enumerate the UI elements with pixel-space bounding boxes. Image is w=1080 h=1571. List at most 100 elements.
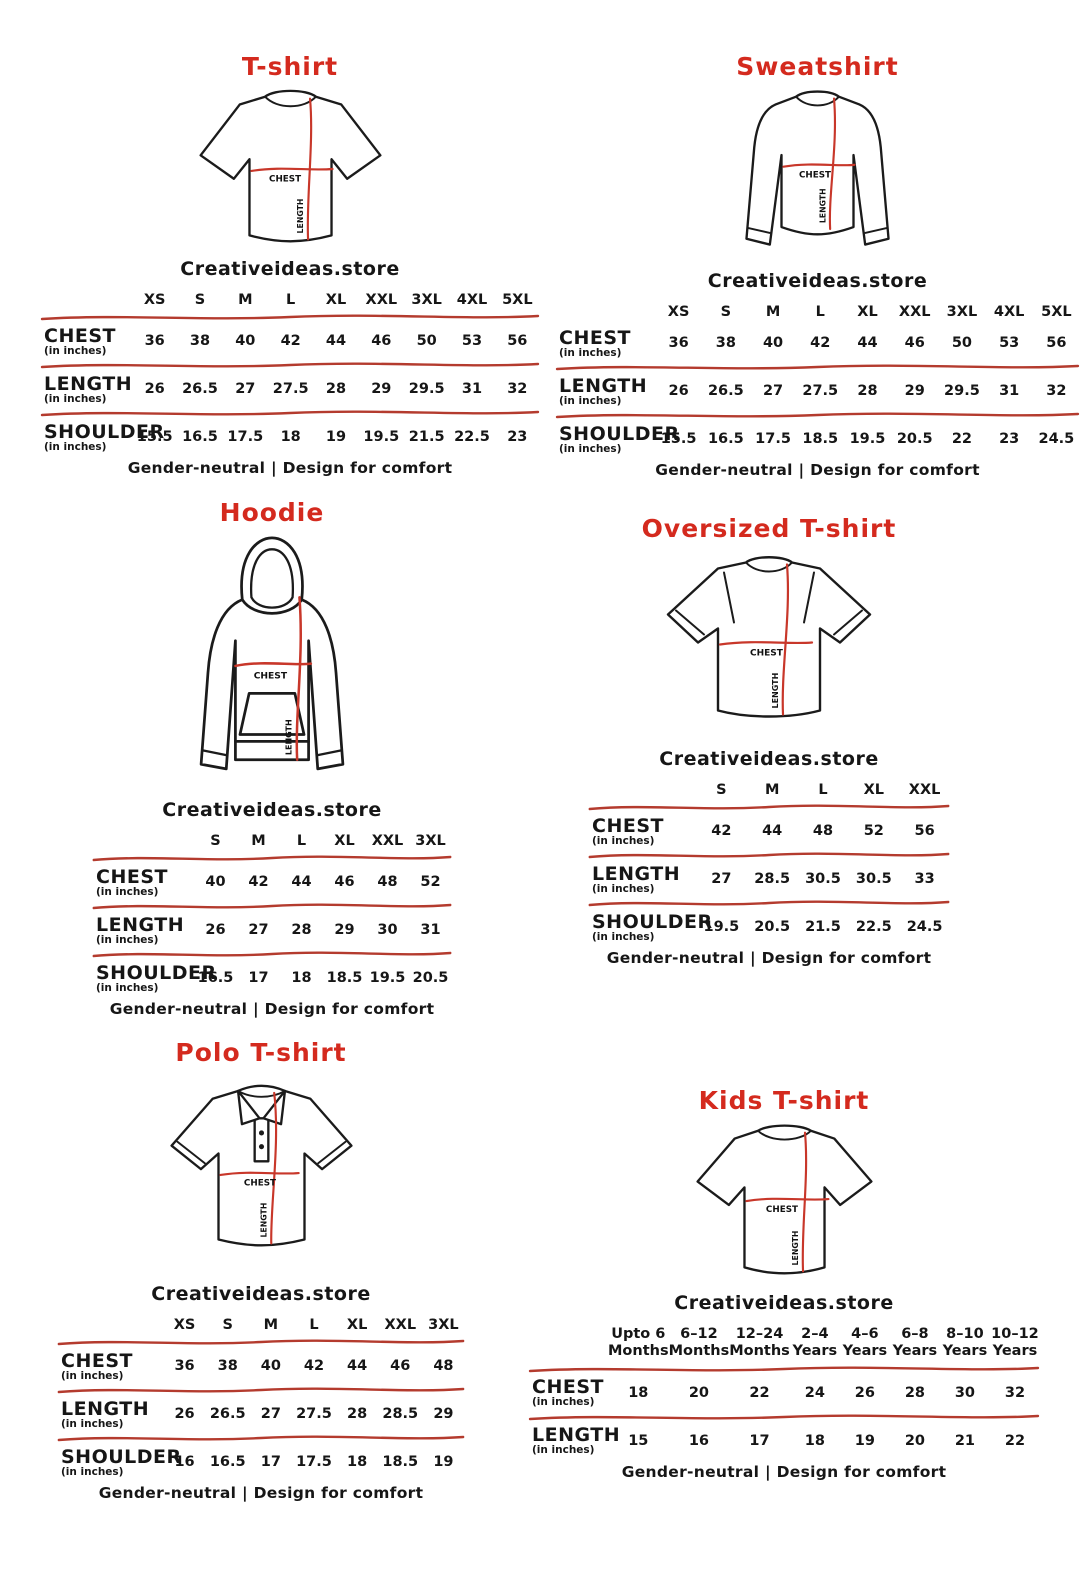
measure-value: 26 [174, 1406, 195, 1423]
size-table: S M L XL XXL CHEST (in inches) 42 44 48 52 56 LENGTH… [588, 779, 950, 946]
size-column-header: 4–6 Years [842, 1326, 888, 1360]
measure-value: 31 [999, 383, 1020, 400]
measure-name: CHEST [61, 1349, 133, 1372]
size-column-header: 3XL [428, 1317, 459, 1333]
measure-value: 20 [904, 1432, 925, 1449]
size-column-header: XXL [371, 833, 404, 849]
measure-row-label: LENGTH (in inches) [555, 376, 655, 407]
measure-value: 27 [235, 381, 256, 398]
measure-value: 19 [854, 1432, 875, 1449]
measure-value: 17.5 [755, 431, 791, 448]
sweatshirt-drawing: CHEST LENGTH [745, 90, 890, 246]
wavy-divider [57, 1337, 465, 1347]
measure-row-label: LENGTH (in inches) [528, 1426, 620, 1456]
measure-unit: (in inches) [559, 394, 622, 407]
size-column-header: S [716, 782, 727, 798]
measure-value: 56 [507, 333, 528, 350]
size-column-header: 3XL [946, 304, 978, 320]
wavy-divider [57, 1433, 465, 1443]
size-header-spacer [588, 788, 696, 794]
measure-value: 44 [325, 333, 347, 350]
size-table: XS S M L XL XXL 3XL 4XL 5XL CHEST (in inches) 36 38 4… [40, 289, 540, 456]
measure-value: 42 [280, 333, 301, 350]
measure-row-label: CHEST (in inches) [555, 328, 655, 359]
measure-value: 18 [804, 1432, 825, 1449]
measure-value: 50 [951, 335, 973, 352]
polo-tshirt-illustration: CHEST LENGTH [154, 1071, 369, 1278]
measure-value: 19.5 [369, 970, 406, 987]
tagline: Gender-neutral | Design for comfort [98, 1484, 424, 1503]
measure-row-label: CHEST (in inches) [588, 816, 696, 847]
polo-tshirt-drawing: CHEST LENGTH [169, 1084, 353, 1247]
measure-value: 56 [1046, 335, 1067, 352]
store-name: Creativeideas.store [707, 270, 928, 292]
tagline: Gender-neutral | Design for comfort [127, 459, 453, 478]
store-name: Creativeideas.store [180, 258, 400, 280]
measure-name: CHEST [96, 865, 168, 888]
measure-value: 46 [371, 333, 392, 350]
measure-value: 19.5 [703, 919, 740, 936]
measure-name: LENGTH [44, 372, 133, 395]
measure-name: SHOULDER [96, 961, 217, 984]
measure-value: 17.5 [227, 429, 264, 446]
measure-value: 21.5 [805, 919, 841, 936]
size-column-header: XXL [898, 304, 931, 320]
measure-value: 46 [334, 874, 355, 891]
measure-name: SHOULDER [61, 1445, 182, 1468]
measure-value: 26.5 [182, 381, 218, 398]
tshirt-drawing: CHEST LENGTH [198, 89, 382, 243]
size-column-header: 3XL [415, 833, 446, 849]
size-column-header: 10–12 Years [991, 1326, 1039, 1360]
measure-unit: (in inches) [532, 1396, 595, 1409]
wavy-divider [92, 949, 452, 959]
measure-value: 27.5 [296, 1406, 332, 1423]
measure-value: 19.5 [849, 431, 886, 448]
size-column-header: M [764, 782, 780, 798]
size-column-header: XS [173, 1317, 196, 1333]
measure-value: 44 [857, 335, 878, 352]
measure-value: 22 [1004, 1432, 1026, 1449]
wavy-divider [555, 410, 1080, 420]
measure-unit: (in inches) [559, 346, 622, 359]
measure-value: 30 [954, 1384, 976, 1401]
measure-value: 32 [1046, 383, 1067, 400]
store-name: Creativeideas.store [162, 799, 382, 821]
store-name: Creativeideas.store [674, 1292, 894, 1314]
measure-value: 28 [325, 381, 347, 398]
size-column-header: 5XL [502, 292, 533, 308]
measure-value: 24 [804, 1384, 825, 1401]
measure-value: 17.5 [296, 1454, 332, 1471]
measure-unit: (in inches) [61, 1417, 124, 1430]
wavy-divider [92, 853, 452, 863]
measure-value: 15.5 [136, 429, 173, 446]
size-column-header: L [818, 782, 828, 798]
measure-value: 38 [217, 1358, 238, 1375]
measure-value: 30.5 [855, 871, 892, 888]
measure-value: 28 [347, 1406, 368, 1423]
size-column-header: XXL [908, 782, 941, 798]
measure-unit: (in inches) [61, 1369, 124, 1382]
measure-row-label: CHEST (in inches) [528, 1378, 608, 1408]
size-column-header: XL [863, 782, 884, 798]
size-column-header: 6–8 Years [892, 1326, 938, 1360]
size-table: XS S M L XL XXL 3XL CHEST (in inches) 36 38 40 42 44 4… [57, 1314, 465, 1481]
measure-value: 20.5 [754, 919, 791, 936]
measure-value: 20.5 [412, 970, 449, 987]
store-name: Creativeideas.store [151, 1283, 371, 1305]
wavy-divider [40, 360, 540, 370]
measure-value: 28.5 [382, 1406, 419, 1423]
measure-value: 21.5 [408, 429, 445, 446]
size-column-header: XS [667, 304, 690, 320]
measure-value: 40 [762, 335, 784, 352]
size-column-header: XS [143, 292, 166, 308]
measure-value: 16.5 [707, 431, 744, 448]
chest-label: CHEST [765, 1205, 797, 1215]
measure-value: 42 [248, 874, 269, 891]
measure-row-label: SHOULDER (in inches) [40, 422, 164, 453]
measure-value: 24.5 [906, 919, 943, 936]
size-column-header: 12–24 Months [729, 1326, 790, 1360]
measure-row-label: SHOULDER (in inches) [588, 912, 712, 943]
size-table: XS S M L XL XXL 3XL 4XL 5XL CHEST (in inches) 36 38 4… [555, 301, 1080, 458]
measure-value: 44 [347, 1358, 368, 1375]
measure-value: 46 [390, 1358, 411, 1375]
